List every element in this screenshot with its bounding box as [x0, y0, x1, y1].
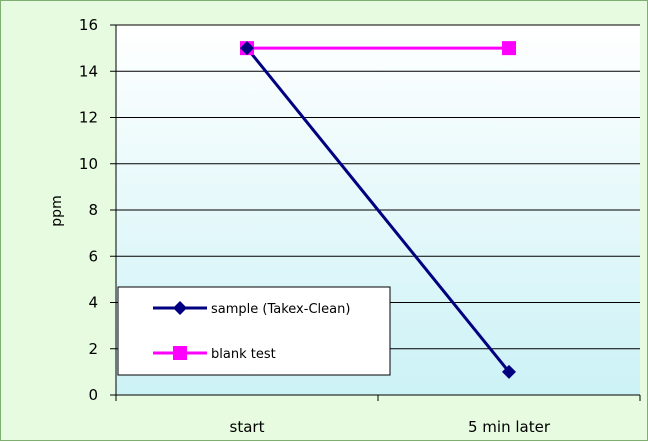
legend-label: blank test	[211, 347, 276, 362]
legend-box	[117, 286, 391, 376]
y-tick-label: 12	[79, 109, 98, 127]
legend-swatch-marker	[173, 301, 187, 315]
y-tick-label: 2	[88, 340, 98, 358]
series-line-sample	[245, 47, 511, 373]
y-tick-label: 4	[88, 294, 98, 312]
y-tick-label: 10	[79, 155, 98, 173]
x-category-label: start	[230, 418, 265, 436]
y-tick-label: 14	[79, 62, 98, 80]
series-group	[240, 41, 516, 379]
x-category-labels: start 5 min later	[230, 418, 551, 436]
data-point-blank	[502, 41, 516, 56]
data-point-sample	[502, 364, 516, 379]
y-tick-label: 8	[88, 201, 98, 219]
legend: sample (Takex-Clean) blank test	[117, 286, 391, 376]
y-tick-label: 16	[79, 16, 98, 34]
y-tick-labels: 0 2 4 6 8 10 12 14 16	[79, 16, 98, 404]
y-tick-label: 6	[88, 247, 98, 265]
legend-label: sample (Takex-Clean)	[211, 302, 350, 317]
y-axis-label: ppm	[49, 195, 65, 226]
legend-swatch-marker	[173, 346, 187, 360]
x-category-label: 5 min later	[468, 418, 551, 436]
data-point-sample	[240, 41, 254, 56]
y-tick-label: 0	[88, 386, 98, 404]
axes	[115, 25, 641, 401]
